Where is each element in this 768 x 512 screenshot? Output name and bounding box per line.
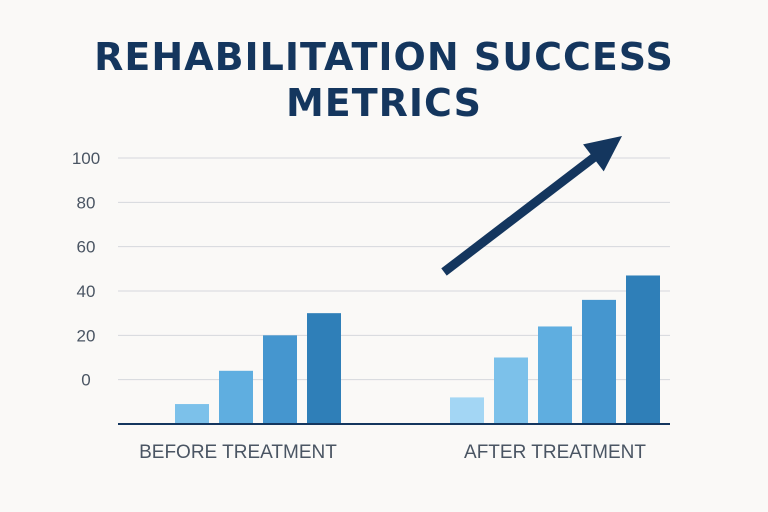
trend-arrow xyxy=(441,136,622,276)
y-tick-label: 40 xyxy=(77,282,96,301)
bar-before-2 xyxy=(175,404,209,424)
bar-after-2 xyxy=(494,357,528,424)
category-label-before: BEFORE TREATMENT xyxy=(139,442,337,463)
bar-after-5 xyxy=(626,275,660,424)
bar-before-5 xyxy=(307,313,341,424)
y-axis-tick-labels: 100 80 60 40 20 0 xyxy=(72,149,100,390)
bar-before-3 xyxy=(219,370,253,424)
bars xyxy=(175,275,660,424)
y-tick-label: 80 xyxy=(77,193,96,212)
y-tick-label: 20 xyxy=(77,326,96,345)
bar-after-4 xyxy=(582,299,616,424)
chart-title: REHABILITATION SUCCESS METRICS xyxy=(0,34,768,126)
y-tick-label: 60 xyxy=(77,238,96,257)
category-label-after: AFTER TREATMENT xyxy=(464,442,646,463)
y-tick-label: 100 xyxy=(72,149,100,168)
y-tick-label: 0 xyxy=(81,371,90,390)
bar-before-4 xyxy=(263,335,297,424)
grid-lines xyxy=(118,157,670,381)
chart-title-line-2: METRICS xyxy=(285,81,483,125)
trend-arrow-head xyxy=(583,136,622,172)
chart-title-line-1: REHABILITATION SUCCESS xyxy=(94,35,674,79)
trend-arrow-shaft xyxy=(441,151,600,276)
bar-after-3 xyxy=(538,326,572,424)
bar-after-1 xyxy=(450,397,484,424)
